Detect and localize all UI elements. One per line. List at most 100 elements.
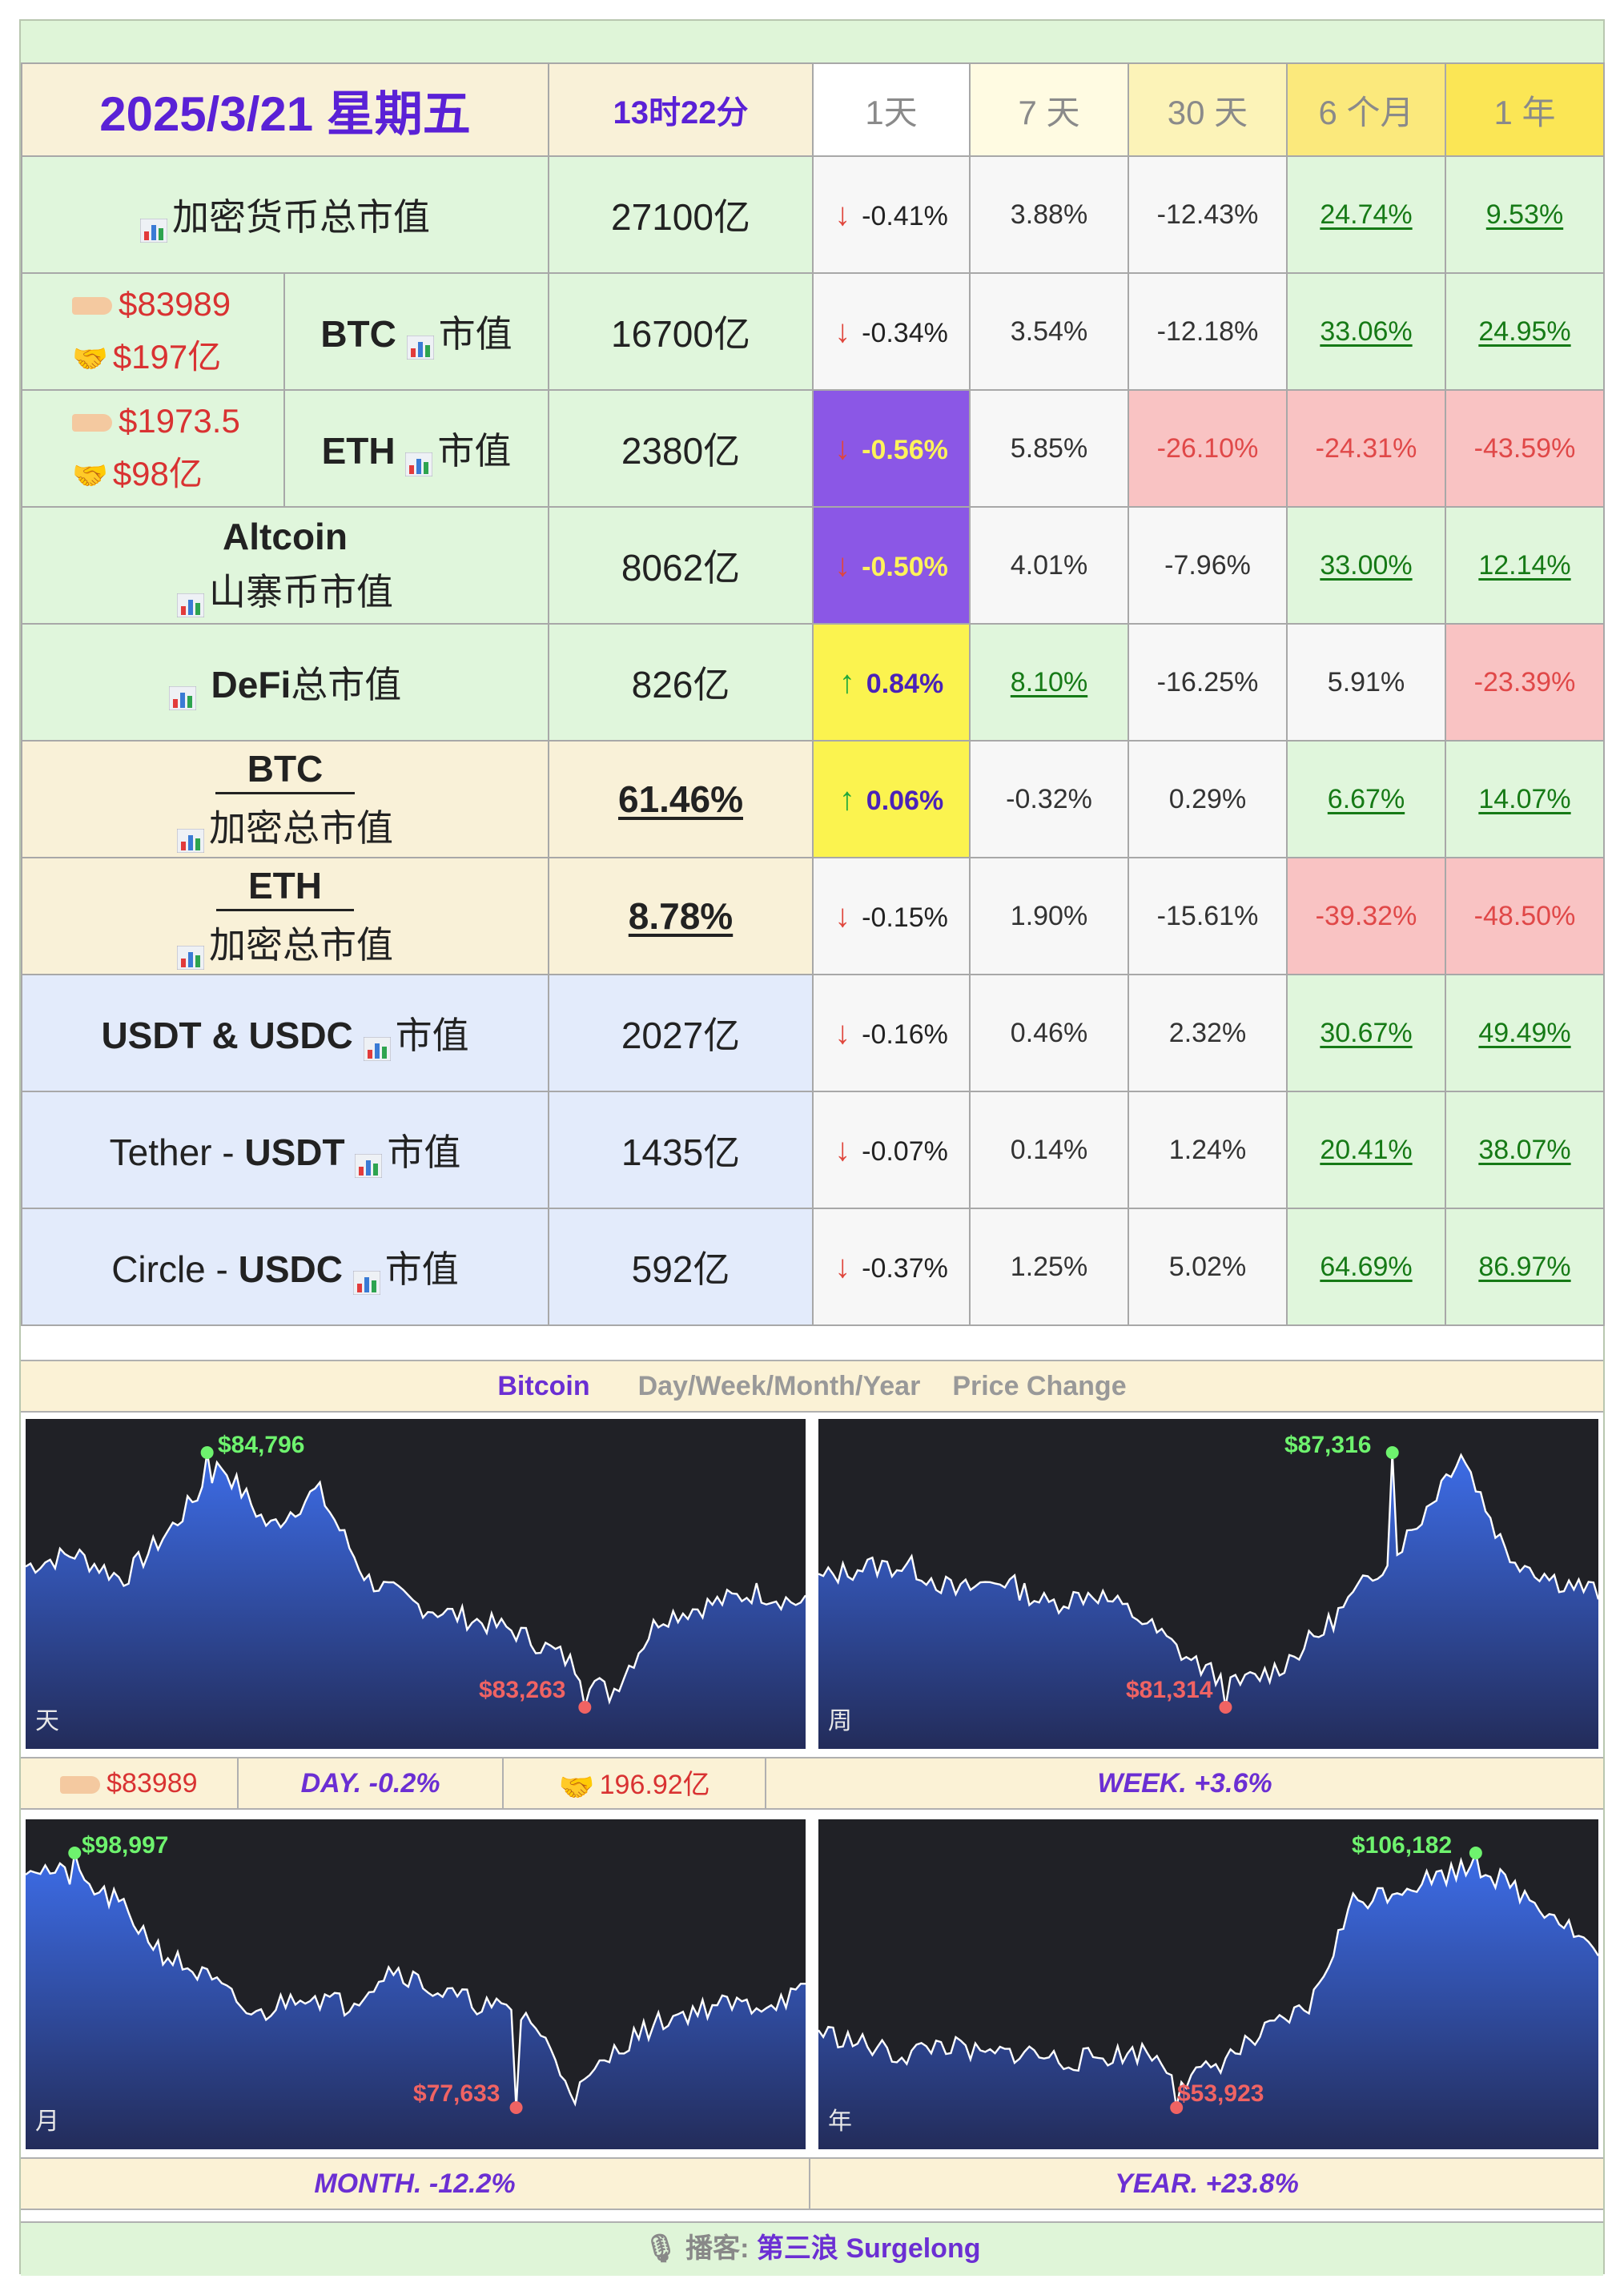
label-cell: USDT & USDC 市值	[21, 974, 549, 1092]
price-line	[26, 1852, 806, 2108]
row-label: 加密货币总市值	[172, 196, 430, 238]
change-30d: -26.10%	[1128, 389, 1288, 508]
row-defi-market-cap: DeFi总市值 826亿 ↑ 0.84% 8.10% -16.25% 5.91% …	[21, 623, 1605, 742]
day-change: DAY. -0.2%	[300, 1767, 440, 1799]
change-30d: -12.18%	[1128, 272, 1288, 391]
change-7d: 1.25%	[969, 1208, 1129, 1326]
change-7d: 3.54%	[969, 272, 1129, 391]
row-label: BTC	[215, 747, 356, 794]
period-1y[interactable]: 1 年	[1445, 62, 1605, 157]
period-30d[interactable]: 30 天	[1128, 62, 1288, 157]
market-table: 2025/3/21 星期五 13时22分 1天 7 天 30 天 6 个月 1 …	[21, 62, 1605, 1326]
price-area	[818, 1853, 1598, 2149]
value-cell: 27100亿	[548, 155, 814, 274]
change-7d: 0.46%	[969, 974, 1129, 1092]
period-1d[interactable]: 1天	[812, 62, 971, 157]
month-price-chart	[26, 1819, 806, 2149]
bar-chart-icon	[139, 208, 168, 243]
price-tag-icon	[72, 414, 112, 432]
price-line	[818, 1849, 1598, 2108]
arrow-down-icon: ↓	[834, 898, 851, 934]
label-cell: DeFi总市值	[21, 623, 549, 742]
price-line	[818, 1452, 1598, 1708]
year-low-label: $53,923	[1177, 2080, 1264, 2107]
bar-chart-icon	[168, 676, 197, 711]
podcast-name-link[interactable]: 第三浪 Surgelong	[756, 2233, 981, 2264]
arrow-down-icon: ↓	[834, 547, 851, 583]
bar-chart-icon	[363, 1027, 392, 1062]
btc-volume: 🤝 $197亿	[22, 331, 283, 386]
row-eth-market-cap: $1973.5 🤝 $98亿 ETH 市值 2380亿 ↓ -0.56% 5.85%…	[21, 389, 1605, 508]
arrow-up-icon: ↑	[838, 664, 855, 700]
month-high-label: $98,997	[82, 1832, 169, 1859]
change-1y: 86.97%	[1445, 1208, 1605, 1326]
change-1y: -23.39%	[1445, 623, 1605, 742]
week-low-label: $81,314	[1126, 1677, 1213, 1703]
change-1d: ↑ 0.06%	[812, 740, 971, 858]
eth-volume: 🤝 $98亿	[22, 448, 283, 503]
change-1y: 12.14%	[1445, 506, 1605, 625]
label-cell: BTC 加密总市值	[21, 740, 549, 858]
change-6m: 30.67%	[1286, 974, 1446, 1092]
change-7d: 8.10%	[969, 623, 1129, 742]
price-tag-icon	[60, 1775, 101, 1794]
change-1y: 38.07%	[1445, 1091, 1605, 1209]
change-6m: -24.31%	[1286, 389, 1446, 508]
header-row: 2025/3/21 星期五 13时22分 1天 7 天 30 天 6 个月 1 …	[21, 62, 1605, 157]
arrow-down-icon: ↓	[834, 196, 851, 232]
value-cell: 1435亿	[548, 1091, 814, 1209]
label-cell: Circle - USDC 市值	[21, 1208, 549, 1326]
day-high-label: $84,796	[218, 1432, 305, 1458]
arrow-down-icon: ↓	[834, 1015, 851, 1051]
month-panel-tag: 月	[35, 2108, 59, 2135]
bitcoin-section-title: Bitcoin Day/Week/Month/Year Price Change	[21, 1360, 1603, 1413]
price-line	[26, 1452, 806, 1708]
value-cell: 61.46%	[548, 740, 814, 858]
low-point	[509, 2101, 523, 2114]
change-1d: ↓ -0.07%	[812, 1091, 971, 1209]
handshake-icon: 🤝	[72, 342, 108, 376]
change-1d: ↓ -0.37%	[812, 1208, 971, 1326]
label-cell: Altcoin 山寨币市值	[21, 506, 549, 625]
change-7d: 5.85%	[969, 389, 1129, 508]
eth-price: $1973.5	[22, 395, 283, 448]
change-6m: 33.00%	[1286, 506, 1446, 625]
low-point	[1170, 2101, 1184, 2114]
year-chart-panel: $106,182 $53,923 年	[818, 1819, 1598, 2149]
change-1y: 24.95%	[1445, 272, 1605, 391]
price-area	[26, 1453, 806, 1749]
bottom-volume: 🤝 196.92亿	[558, 1770, 710, 1803]
high-point	[1385, 1446, 1399, 1459]
value-cell: 2027亿	[548, 974, 814, 1092]
month-change: MONTH. -12.2%	[314, 2168, 516, 2199]
arrow-down-icon: ↓	[834, 1248, 851, 1284]
change-30d: 1.24%	[1128, 1091, 1288, 1209]
bar-chart-icon	[404, 442, 433, 477]
row-btc-dominance: BTC 加密总市值 61.46% ↑ 0.06% -0.32% 0.29% 6.6…	[21, 740, 1605, 858]
label-cell: 加密货币总市值	[21, 155, 549, 274]
change-30d: -16.25%	[1128, 623, 1288, 742]
time-label: 13时22分	[613, 95, 749, 131]
period-7d[interactable]: 7 天	[969, 62, 1129, 157]
price-area	[26, 1853, 806, 2149]
price-tag-icon	[72, 297, 112, 316]
year-change: YEAR. +23.8%	[1115, 2168, 1299, 2199]
year-high-label: $106,182	[1352, 1832, 1453, 1859]
change-7d: 1.90%	[969, 857, 1129, 975]
day-low-label: $83,263	[479, 1677, 566, 1703]
low-point	[578, 1701, 592, 1714]
handshake-icon: 🤝	[558, 1770, 595, 1803]
change-7d: 3.88%	[969, 155, 1129, 274]
footer: 🎙 播客: 第三浪 Surgelong	[21, 2221, 1603, 2276]
footer-prefix: 播客:	[685, 2233, 750, 2264]
change-6m: 64.69%	[1286, 1208, 1446, 1326]
dashboard-frame: 2025/3/21 星期五 13时22分 1天 7 天 30 天 6 个月 1 …	[19, 19, 1605, 2276]
change-30d: -15.61%	[1128, 857, 1288, 975]
value-cell: 2380亿	[548, 389, 814, 508]
day-price-chart	[26, 1419, 806, 1749]
change-30d: -7.96%	[1128, 506, 1288, 625]
arrow-down-icon: ↓	[834, 313, 851, 349]
high-point	[200, 1446, 214, 1459]
change-1y: -43.59%	[1445, 389, 1605, 508]
period-6m[interactable]: 6 个月	[1286, 62, 1446, 157]
